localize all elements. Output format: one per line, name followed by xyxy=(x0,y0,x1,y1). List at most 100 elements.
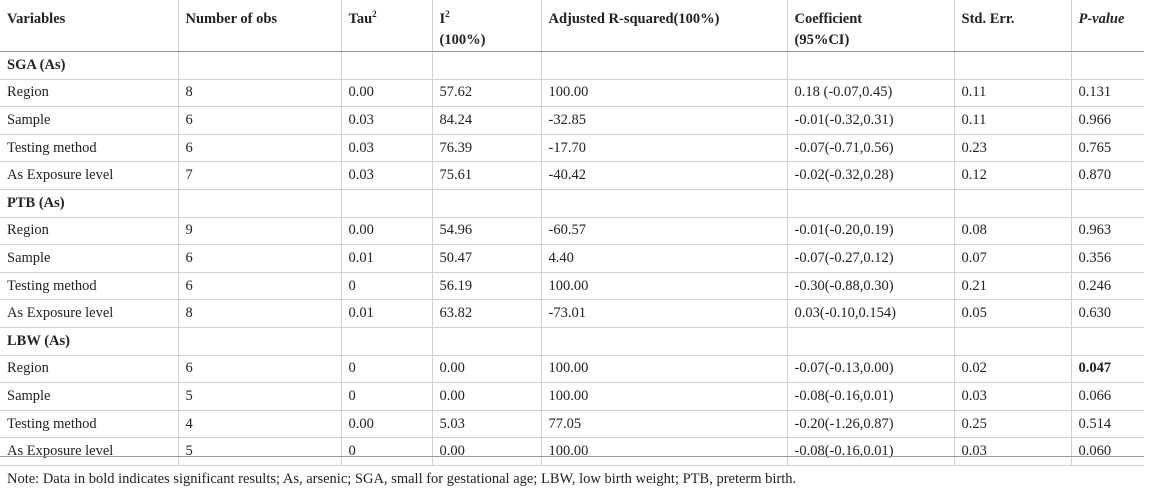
cell-std-err: 0.11 xyxy=(953,106,1071,135)
cell-coefficient: -0.20(-1.26,0.87) xyxy=(786,410,954,439)
table-row: Sample 6 0.01 50.47 4.40 -0.07(-0.27,0.12) 0.0… xyxy=(0,244,1144,273)
empty-cell xyxy=(953,51,1071,80)
cell-number-of-obs: 8 xyxy=(177,299,341,328)
cell-adjusted-r-squared: -32.85 xyxy=(540,106,787,135)
cell-tau2: 0.03 xyxy=(340,134,432,163)
cell-i2: 56.19 xyxy=(431,272,541,301)
cell-coefficient: 0.18 (-0.07,0.45) xyxy=(786,79,954,108)
cell-adjusted-r-squared: 77.05 xyxy=(540,410,787,439)
cell-number-of-obs: 5 xyxy=(177,382,341,411)
table-note: Note: Data in bold indicates significant… xyxy=(7,471,797,487)
cell-std-err: 0.25 xyxy=(953,410,1071,439)
empty-cell xyxy=(1070,327,1144,356)
cell-number-of-obs: 4 xyxy=(177,410,341,439)
cell-adjusted-r-squared: 100.00 xyxy=(540,382,787,411)
table-body: SGA (As) Region 8 0.00 57.62 100.00 0.18 (-0.0… xyxy=(0,51,1144,466)
empty-cell xyxy=(540,189,787,218)
empty-cell xyxy=(431,327,541,356)
header-i2-sup: 2 xyxy=(445,9,450,20)
cell-adjusted-r-squared: 100.00 xyxy=(540,272,787,301)
cell-variable: Sample xyxy=(0,106,178,135)
empty-cell xyxy=(540,327,787,356)
cell-tau2: 0.03 xyxy=(340,161,432,190)
group-label: SGA (As) xyxy=(0,51,178,80)
cell-variable: As Exposure level xyxy=(0,299,178,328)
cell-coefficient: -0.07(-0.27,0.12) xyxy=(786,244,954,273)
cell-variable: Testing method xyxy=(0,272,178,301)
cell-adjusted-r-squared: 100.00 xyxy=(540,437,787,466)
cell-i2: 84.24 xyxy=(431,106,541,135)
cell-tau2: 0.01 xyxy=(340,299,432,328)
header-i2: I2 (100%) xyxy=(431,0,541,52)
cell-std-err: 0.03 xyxy=(953,437,1071,466)
cell-coefficient: -0.08(-0.16,0.01) xyxy=(786,382,954,411)
cell-adjusted-r-squared: -60.57 xyxy=(540,217,787,246)
cell-number-of-obs: 6 xyxy=(177,106,341,135)
cell-number-of-obs: 6 xyxy=(177,355,341,384)
group-label: LBW (As) xyxy=(0,327,178,356)
group-header-row: LBW (As) xyxy=(0,327,1144,356)
cell-variable: Region xyxy=(0,79,178,108)
cell-p-value: 0.246 xyxy=(1070,272,1144,301)
empty-cell xyxy=(177,189,341,218)
cell-coefficient: 0.03(-0.10,0.154) xyxy=(786,299,954,328)
cell-p-value: 0.131 xyxy=(1070,79,1144,108)
cell-std-err: 0.23 xyxy=(953,134,1071,163)
cell-adjusted-r-squared: 100.00 xyxy=(540,79,787,108)
cell-variable: As Exposure level xyxy=(0,161,178,190)
cell-variable: As Exposure level xyxy=(0,437,178,466)
cell-p-value: 0.765 xyxy=(1070,134,1144,163)
cell-std-err: 0.05 xyxy=(953,299,1071,328)
header-number-of-obs: Number of obs xyxy=(177,0,341,52)
header-variables: Variables xyxy=(0,0,178,52)
cell-coefficient: -0.02(-0.32,0.28) xyxy=(786,161,954,190)
cell-i2: 0.00 xyxy=(431,355,541,384)
cell-number-of-obs: 6 xyxy=(177,272,341,301)
cell-p-value: 0.060 xyxy=(1070,437,1144,466)
cell-number-of-obs: 6 xyxy=(177,244,341,273)
cell-variable: Region xyxy=(0,355,178,384)
cell-number-of-obs: 5 xyxy=(177,437,341,466)
cell-tau2: 0 xyxy=(340,437,432,466)
cell-variable: Sample xyxy=(0,382,178,411)
table-row: Region 6 0 0.00 100.00 -0.07(-0.13,0.00) 0.02 0… xyxy=(0,355,1144,384)
empty-cell xyxy=(1070,189,1144,218)
cell-i2: 5.03 xyxy=(431,410,541,439)
cell-i2: 63.82 xyxy=(431,299,541,328)
cell-number-of-obs: 6 xyxy=(177,134,341,163)
header-row: Variables Number of obs Tau2 I2 (100%) Ad… xyxy=(0,0,1144,52)
header-coefficient-line1: Coefficient xyxy=(794,11,863,27)
header-i2-unit: (100%) xyxy=(439,32,486,48)
cell-coefficient: -0.01(-0.32,0.31) xyxy=(786,106,954,135)
cell-p-value: 0.966 xyxy=(1070,106,1144,135)
cell-p-value: 0.356 xyxy=(1070,244,1144,273)
cell-p-value: 0.047 xyxy=(1070,355,1144,384)
group-header-row: SGA (As) xyxy=(0,51,1144,80)
cell-tau2: 0 xyxy=(340,272,432,301)
empty-cell xyxy=(786,51,954,80)
cell-std-err: 0.07 xyxy=(953,244,1071,273)
cell-std-err: 0.03 xyxy=(953,382,1071,411)
group-header-row: PTB (As) xyxy=(0,189,1144,218)
empty-cell xyxy=(177,327,341,356)
cell-adjusted-r-squared: 4.40 xyxy=(540,244,787,273)
cell-variable: Sample xyxy=(0,244,178,273)
table-row: Testing method 6 0.03 76.39 -17.70 -0.07(-0.7… xyxy=(0,134,1144,163)
cell-p-value: 0.870 xyxy=(1070,161,1144,190)
cell-i2: 0.00 xyxy=(431,437,541,466)
cell-tau2: 0.00 xyxy=(340,410,432,439)
cell-number-of-obs: 9 xyxy=(177,217,341,246)
table-row: Region 9 0.00 54.96 -60.57 -0.01(-0.20,0.19) 0… xyxy=(0,217,1144,246)
header-tau2-base: Tau xyxy=(348,11,373,27)
cell-i2: 54.96 xyxy=(431,217,541,246)
header-coefficient-line2: (95%CI) xyxy=(794,32,850,48)
cell-adjusted-r-squared: 100.00 xyxy=(540,355,787,384)
cell-coefficient: -0.07(-0.13,0.00) xyxy=(786,355,954,384)
table-header: Variables Number of obs Tau2 I2 (100%) Ad… xyxy=(0,0,1144,52)
cell-i2: 0.00 xyxy=(431,382,541,411)
cell-p-value: 0.066 xyxy=(1070,382,1144,411)
cell-variable: Region xyxy=(0,217,178,246)
cell-i2: 57.62 xyxy=(431,79,541,108)
empty-cell xyxy=(340,327,432,356)
